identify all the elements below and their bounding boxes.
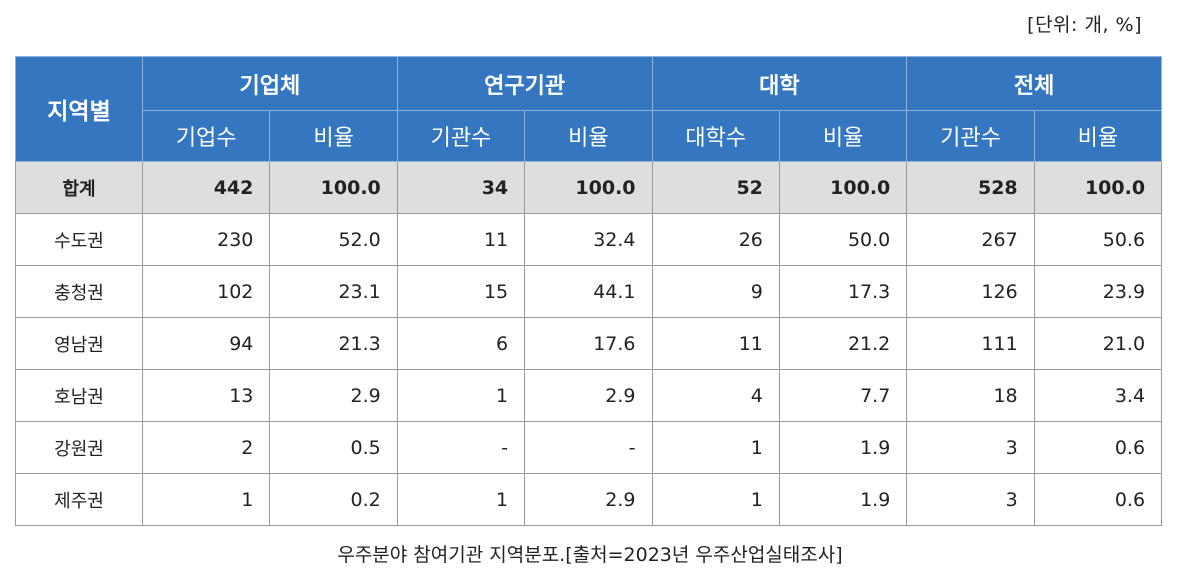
value-cell: 94: [141, 317, 271, 370]
value-cell: 1: [396, 369, 526, 422]
region-cell: 호남권: [15, 369, 143, 422]
value-cell: 34: [396, 161, 526, 214]
subheader-company-ratio: 비율: [269, 110, 398, 162]
value-cell: 11: [651, 317, 780, 370]
value-cell: 1: [396, 473, 526, 526]
value-cell: 15: [396, 265, 526, 318]
value-cell: 102: [141, 265, 271, 318]
value-cell: 17.3: [778, 265, 908, 318]
group-header-research-institutes: 연구기관: [396, 56, 653, 111]
region-cell: 수도권: [15, 213, 143, 266]
table-row: 수도권 230 52.0 11 32.4 26 50.0 267 50.6: [15, 213, 1163, 266]
value-cell: 0.5: [269, 421, 398, 474]
value-cell: 1.9: [778, 473, 908, 526]
value-cell: 7.7: [778, 369, 908, 422]
value-cell: 0.2: [269, 473, 398, 526]
unit-note: [단위: 개, %]: [1027, 14, 1142, 36]
subheader-total-ratio: 비율: [1033, 110, 1163, 162]
value-cell: 126: [906, 265, 1035, 318]
value-cell: 1: [141, 473, 271, 526]
value-cell: 100.0: [269, 161, 398, 214]
value-cell: 52: [651, 161, 780, 214]
value-cell: 100.0: [778, 161, 908, 214]
table-caption: 우주분야 참여기관 지역분포.[출처=2023년 우주산업실태조사]: [337, 544, 843, 566]
value-cell: 0.6: [1033, 421, 1163, 474]
value-cell: 11: [396, 213, 526, 266]
table-row: 강원권 2 0.5 - - 1 1.9 3 0.6: [15, 421, 1163, 474]
table-row: 제주권 1 0.2 1 2.9 1 1.9 3 0.6: [15, 473, 1163, 526]
region-cell: 제주권: [15, 473, 143, 526]
value-cell: 4: [651, 369, 780, 422]
value-cell: 100.0: [1033, 161, 1163, 214]
value-cell: 1.9: [778, 421, 908, 474]
value-cell: 230: [141, 213, 271, 266]
value-cell: 528: [906, 161, 1035, 214]
value-cell: 23.9: [1033, 265, 1163, 318]
value-cell: 0.6: [1033, 473, 1163, 526]
total-row: 합계 442 100.0 34 100.0 52 100.0 528 100.0: [15, 161, 1163, 214]
value-cell: -: [524, 421, 653, 474]
subheader-university-ratio: 비율: [778, 110, 908, 162]
value-cell: 21.0: [1033, 317, 1163, 370]
value-cell: 3: [906, 473, 1035, 526]
subheader-university-count: 대학수: [651, 110, 780, 162]
value-cell: 2: [141, 421, 271, 474]
region-cell: 충청권: [15, 265, 143, 318]
value-cell: 3: [906, 421, 1035, 474]
value-cell: 13: [141, 369, 271, 422]
value-cell: 2.9: [524, 473, 653, 526]
value-cell: 1: [651, 421, 780, 474]
value-cell: 1: [651, 473, 780, 526]
value-cell: 21.3: [269, 317, 398, 370]
value-cell: 23.1: [269, 265, 398, 318]
value-cell: 100.0: [524, 161, 653, 214]
value-cell: 52.0: [269, 213, 398, 266]
subheader-institute-count: 기관수: [396, 110, 526, 162]
region-cell: 영남권: [15, 317, 143, 370]
value-cell: 2.9: [524, 369, 653, 422]
value-cell: 50.0: [778, 213, 908, 266]
value-cell: 18: [906, 369, 1035, 422]
value-cell: 21.2: [778, 317, 908, 370]
subheader-company-count: 기업수: [141, 110, 271, 162]
table-row: 호남권 13 2.9 1 2.9 4 7.7 18 3.4: [15, 369, 1163, 422]
value-cell: 442: [141, 161, 271, 214]
subheader-total-count: 기관수: [906, 110, 1035, 162]
group-header-companies: 기업체: [142, 56, 398, 111]
region-column-header: 지역별: [15, 56, 143, 162]
value-cell: 2.9: [269, 369, 398, 422]
value-cell: 26: [651, 213, 780, 266]
value-cell: -: [396, 421, 526, 474]
table-row: 충청권 102 23.1 15 44.1 9 17.3 126 23.9: [15, 265, 1163, 318]
value-cell: 9: [651, 265, 780, 318]
value-cell: 111: [906, 317, 1035, 370]
table-row: 영남권 94 21.3 6 17.6 11 21.2 111 21.0: [15, 317, 1163, 370]
group-header-total: 전체: [906, 56, 1163, 111]
value-cell: 32.4: [524, 213, 653, 266]
value-cell: 17.6: [524, 317, 653, 370]
value-cell: 50.6: [1033, 213, 1163, 266]
value-cell: 267: [906, 213, 1035, 266]
region-cell: 강원권: [15, 421, 143, 474]
value-cell: 44.1: [524, 265, 653, 318]
region-distribution-table: 지역별 기업체 연구기관 대학 전체 기업수 비율 기관수 비율 대학수 비율 …: [15, 56, 1163, 526]
region-cell: 합계: [15, 161, 143, 214]
subheader-institute-ratio: 비율: [524, 110, 653, 162]
value-cell: 3.4: [1033, 369, 1163, 422]
header-sub-row: 기업수 비율 기관수 비율 대학수 비율 기관수 비율: [16, 110, 1163, 162]
header-group-row: 지역별 기업체 연구기관 대학 전체: [15, 56, 1163, 162]
value-cell: 6: [396, 317, 526, 370]
group-header-universities: 대학: [651, 56, 908, 111]
